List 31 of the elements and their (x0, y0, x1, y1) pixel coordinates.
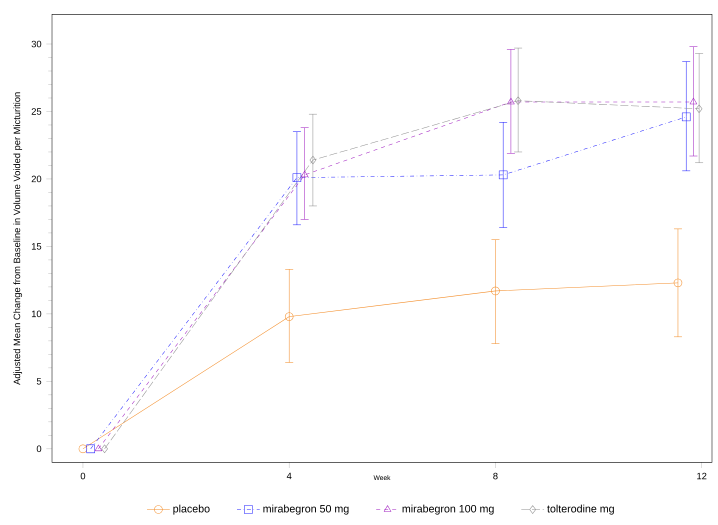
point (310, 156, 316, 164)
legend-label: tolterodine mg (547, 504, 614, 515)
point (292, 173, 302, 182)
y-axis-title: Adjusted Mean Change from Baseline in Volume Voided per Micturition (13, 92, 22, 385)
point (300, 170, 308, 178)
point (507, 98, 515, 104)
y-tick-label: 30 (32, 40, 42, 48)
point (514, 96, 522, 105)
point (491, 286, 500, 296)
y-tick-label: 10 (32, 310, 42, 318)
point (86, 444, 95, 454)
point (674, 278, 682, 288)
point (498, 170, 508, 180)
y-tick-label: 25 (32, 108, 42, 115)
y-tick-label: 5 (36, 378, 42, 385)
point (682, 112, 690, 122)
point (690, 98, 698, 104)
point (101, 444, 108, 454)
point (696, 104, 702, 114)
legend-label: mirabegron 100 mg (402, 504, 494, 515)
y-tick-label: 0 (36, 446, 42, 452)
point (94, 444, 102, 452)
x-tick-label: 4 (286, 472, 292, 480)
x-tick-label: 8 (493, 472, 498, 480)
legend-label: placebo (173, 504, 210, 515)
x-tick-label: 0 (80, 472, 86, 480)
y-tick-label: 15 (32, 243, 42, 250)
x-tick-label: 12 (697, 472, 706, 480)
legend-label: mirabegron 50 mg (263, 504, 349, 515)
point (284, 312, 294, 321)
y-tick-label: 20 (32, 176, 42, 182)
